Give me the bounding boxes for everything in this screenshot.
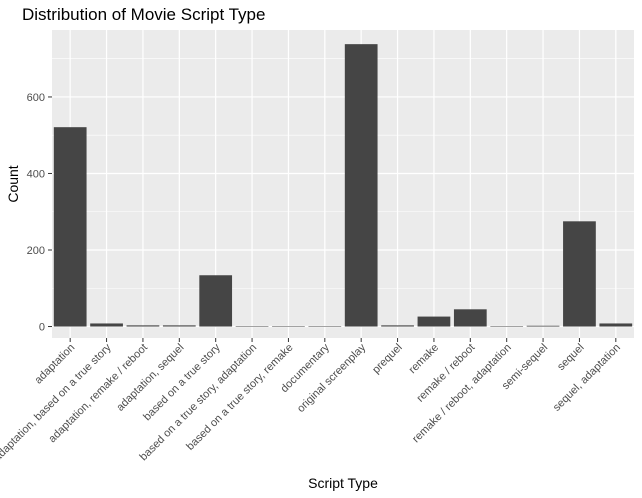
bar — [53, 127, 87, 327]
y-axis-title: Count — [5, 165, 21, 202]
bar — [453, 309, 487, 327]
bar — [344, 44, 378, 327]
bar — [490, 326, 524, 327]
y-tick-label: 200 — [27, 245, 45, 257]
grid-minor — [52, 58, 634, 289]
y-tick-label: 0 — [39, 322, 45, 334]
bar — [308, 326, 342, 327]
x-tick-label: remake — [407, 342, 441, 376]
x-tick-label: original screenplay — [295, 341, 369, 415]
bar — [599, 323, 633, 327]
y-axis-ticks: 0 200 400 600 — [27, 92, 52, 334]
bars — [53, 44, 633, 327]
bar — [90, 323, 123, 327]
bar — [235, 326, 269, 327]
bar — [563, 221, 596, 327]
bar — [162, 325, 196, 327]
y-tick-label: 400 — [27, 168, 45, 180]
bar — [381, 325, 414, 327]
x-axis-title: Script Type — [308, 475, 378, 491]
y-tick-label: 600 — [27, 92, 45, 104]
bar — [272, 326, 305, 327]
bar — [126, 325, 160, 327]
bar — [199, 275, 233, 327]
bar — [417, 316, 451, 327]
x-tick-label: sequel — [555, 342, 586, 373]
x-tick-label: prequel — [370, 342, 404, 376]
chart-title: Distribution of Movie Script Type — [22, 5, 265, 24]
plot-panel — [52, 30, 634, 338]
x-tick-label: sequel, adaptation — [551, 342, 623, 414]
x-tick-label: adaptation, sequel — [114, 342, 186, 414]
bar — [526, 325, 560, 327]
